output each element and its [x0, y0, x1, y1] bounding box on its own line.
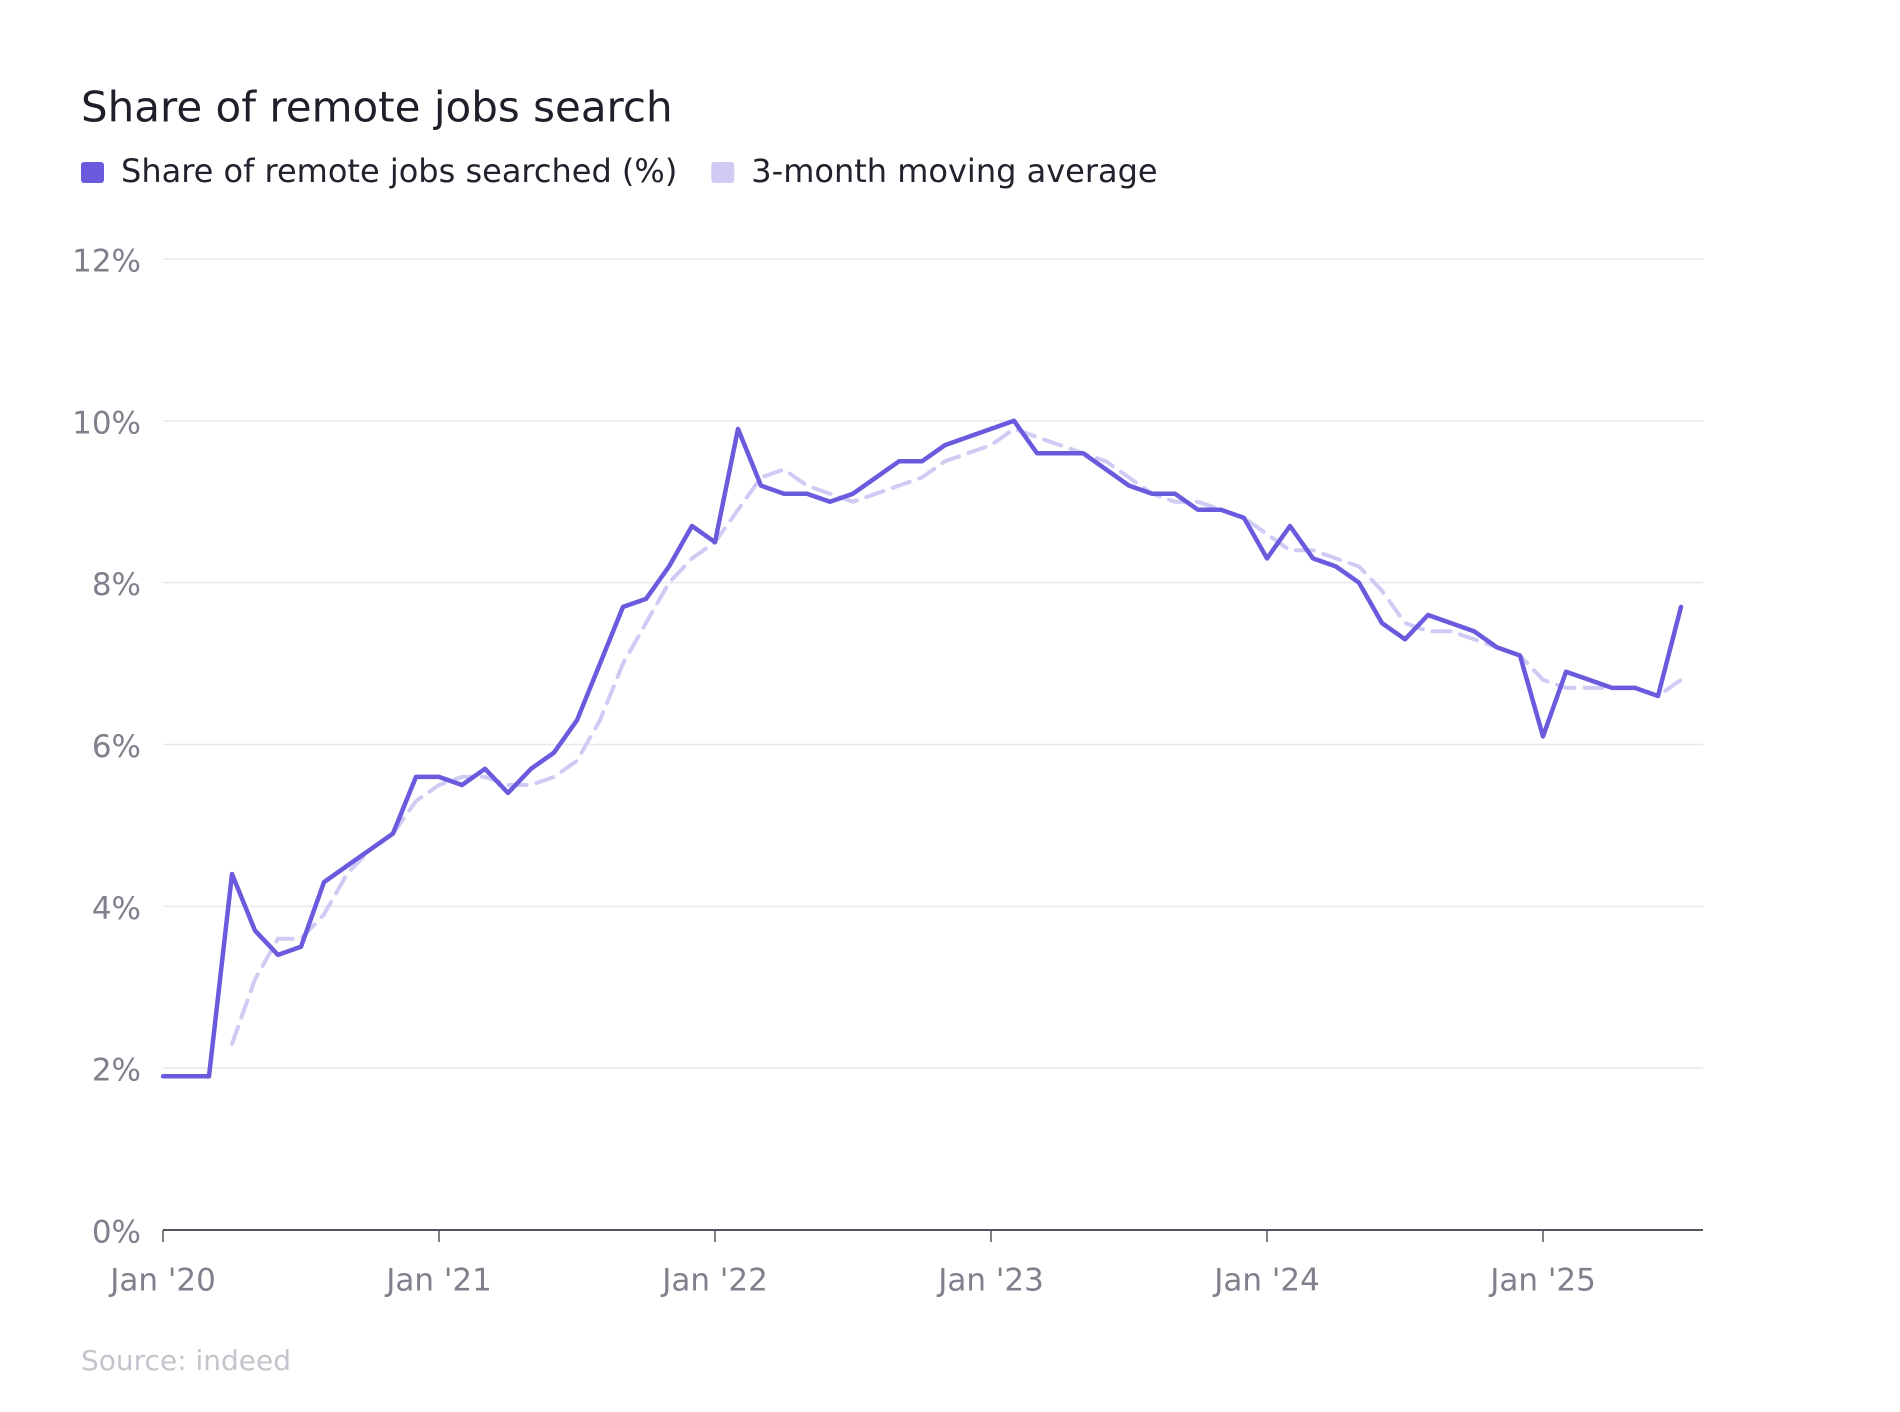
y-tick-label: 0%	[92, 1215, 141, 1251]
series-line	[230, 426, 1683, 1046]
source-note: Source: indeed	[81, 1344, 291, 1377]
legend-label: Share of remote jobs searched (%)	[121, 152, 677, 190]
series-line	[160, 418, 1684, 1079]
x-tick-label: Jan '21	[384, 1263, 492, 1299]
x-tick-label: Jan '20	[108, 1263, 216, 1299]
chart-title: Share of remote jobs search	[81, 83, 673, 132]
y-tick-label: 8%	[92, 567, 141, 603]
y-tick-label: 4%	[92, 891, 141, 927]
y-tick-label: 6%	[92, 729, 141, 765]
legend-swatch	[81, 162, 104, 183]
x-tick-label: Jan '22	[660, 1263, 768, 1299]
legend-swatch	[711, 162, 735, 183]
y-tick-label: 10%	[72, 405, 141, 441]
x-tick-label: Jan '25	[1488, 1263, 1596, 1299]
y-tick-label: 12%	[72, 244, 141, 280]
x-tick-label: Jan '24	[1212, 1263, 1320, 1299]
x-tick-label: Jan '23	[936, 1263, 1044, 1299]
y-tick-label: 2%	[92, 1053, 141, 1089]
legend-label: 3-month moving average	[751, 152, 1157, 190]
